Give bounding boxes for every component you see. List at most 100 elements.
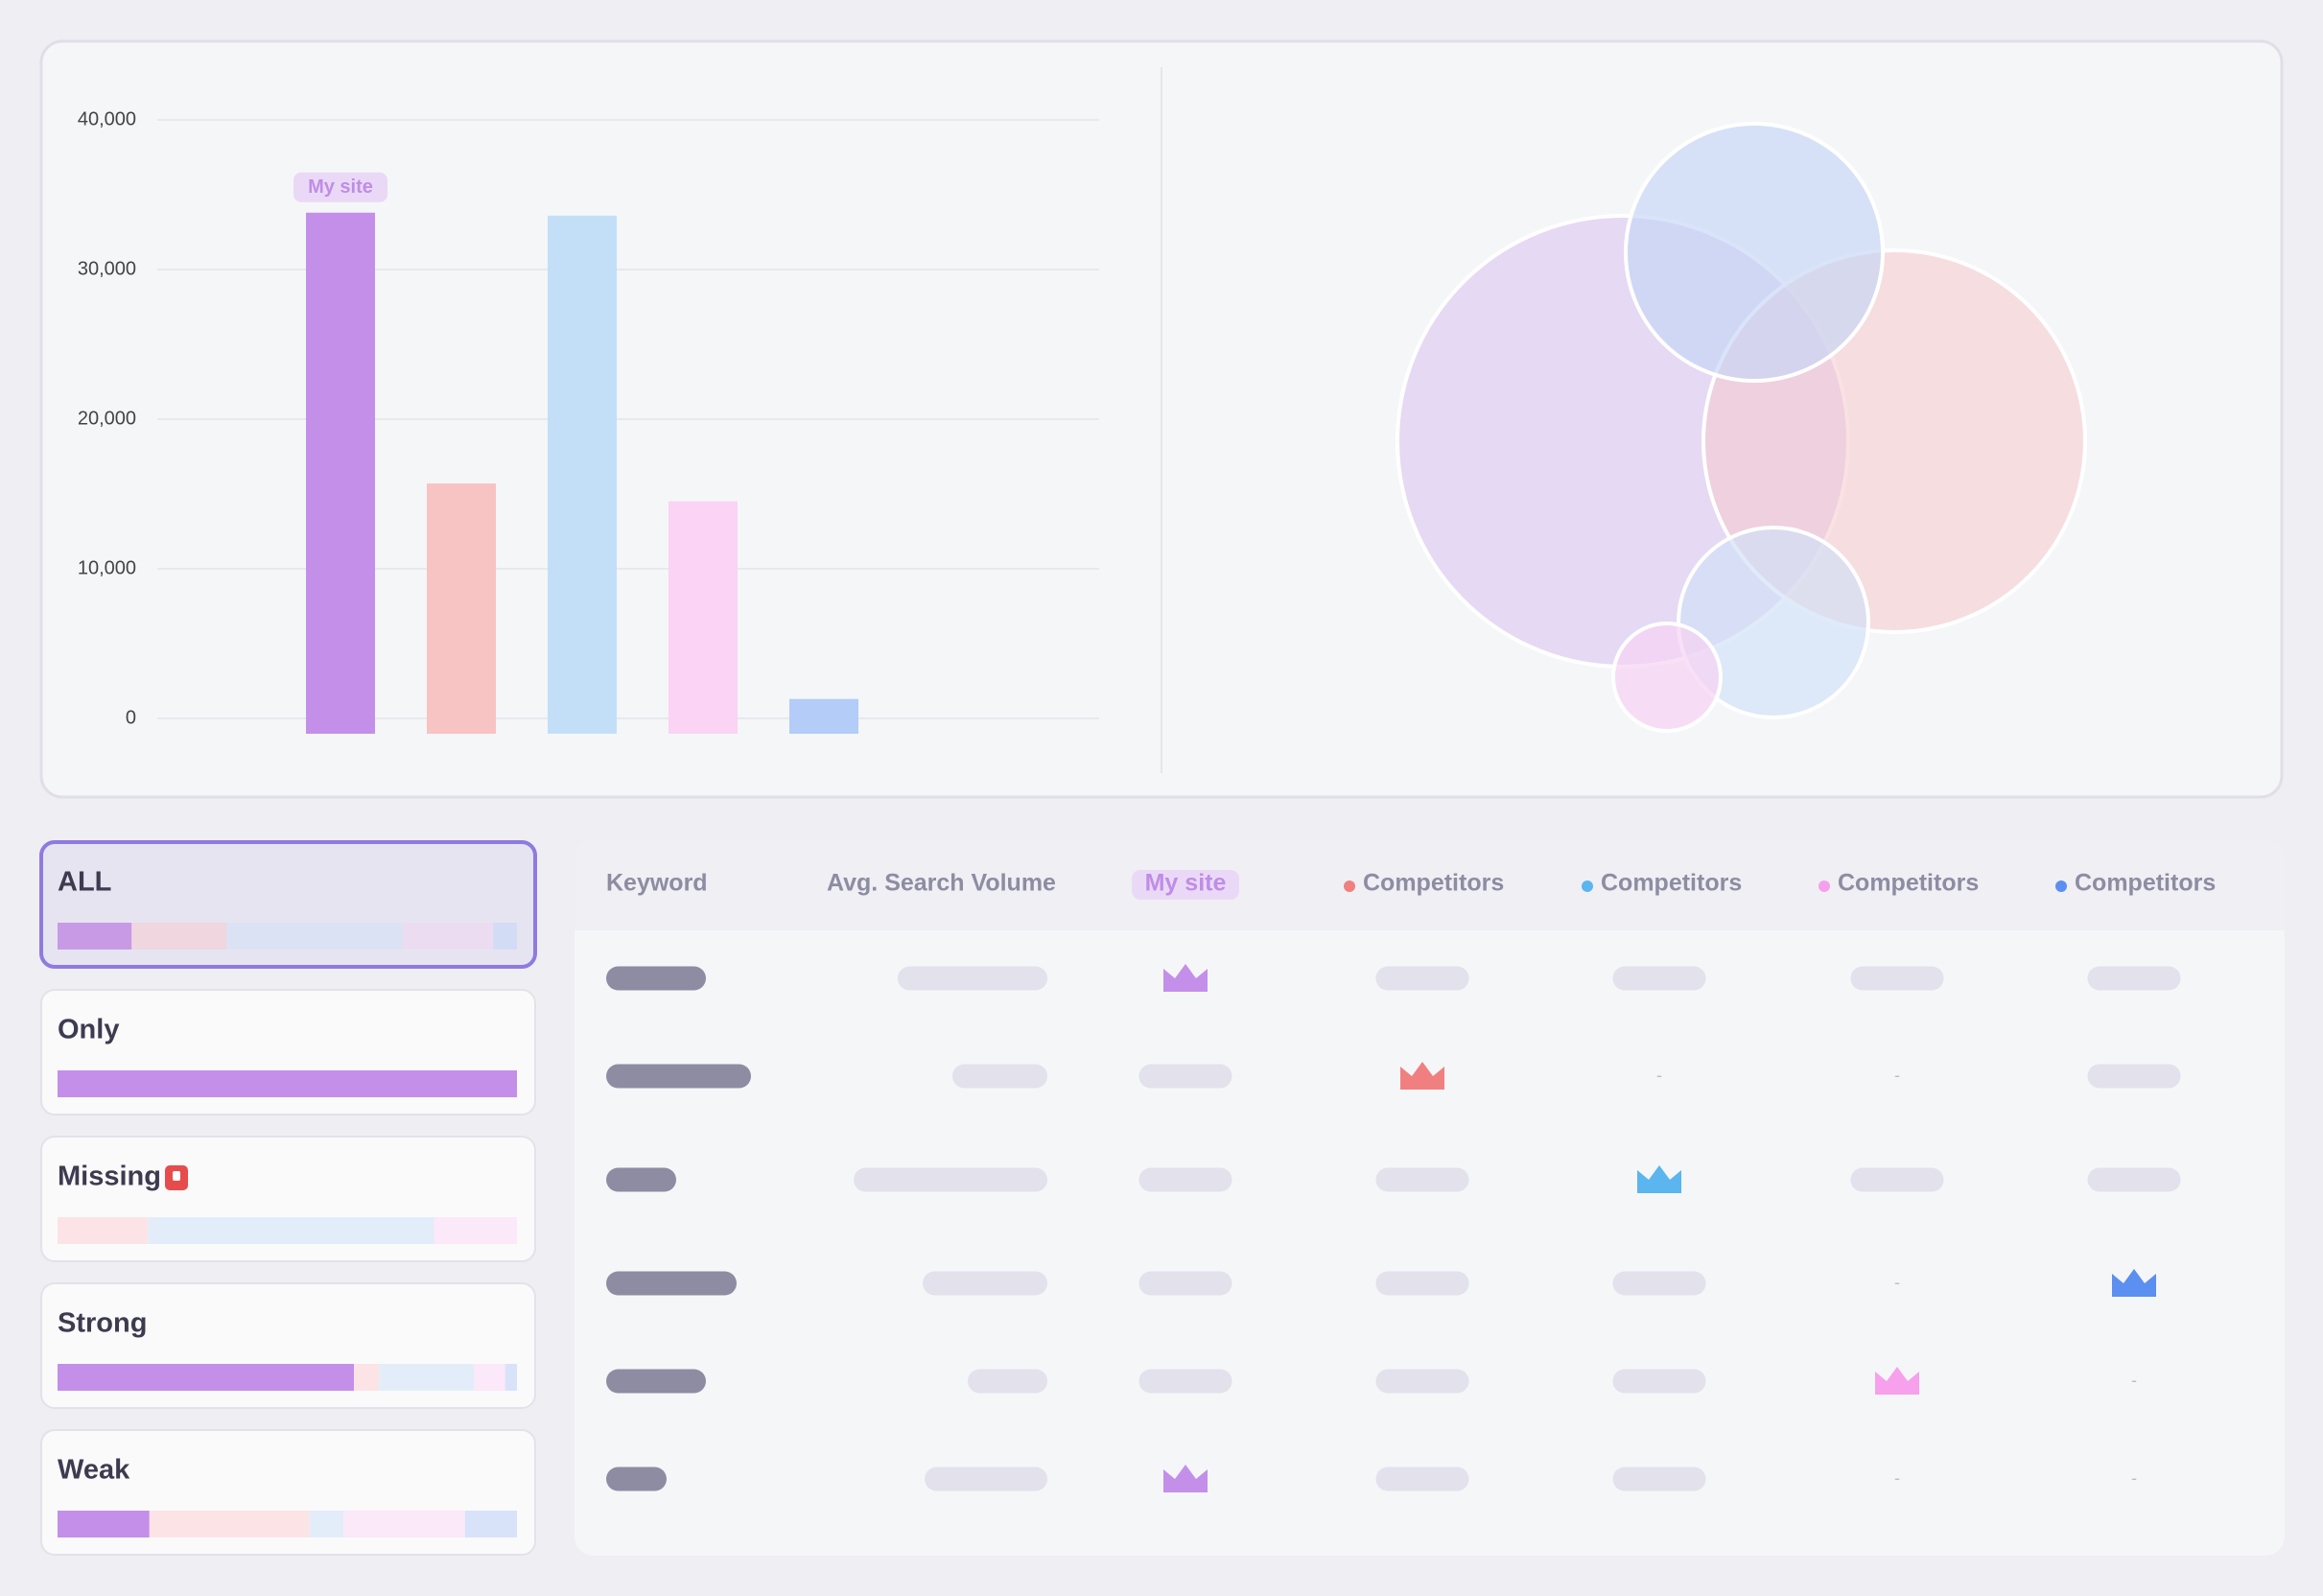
column-header[interactable]: Competitors bbox=[1601, 870, 1742, 897]
distribution-segment bbox=[464, 1511, 517, 1537]
volume-skeleton bbox=[952, 1064, 1047, 1089]
cell-skeleton bbox=[1850, 966, 1944, 991]
crown-icon bbox=[1163, 964, 1208, 992]
header-pill bbox=[1132, 870, 1239, 900]
column-header[interactable]: Competitors bbox=[2075, 870, 2216, 897]
bar bbox=[669, 501, 738, 734]
distribution-segment bbox=[493, 923, 517, 950]
cell-skeleton bbox=[1612, 1271, 1706, 1296]
venn bbox=[1396, 122, 2087, 733]
cell-skeleton bbox=[1612, 966, 1706, 991]
venn-circle bbox=[1677, 526, 1870, 719]
empty-cell: - bbox=[1894, 1273, 1900, 1292]
keyword-skeleton bbox=[606, 1467, 667, 1491]
empty-cell: - bbox=[1894, 1066, 1900, 1085]
crown-icon bbox=[1875, 1367, 1919, 1395]
volume-skeleton bbox=[925, 1467, 1047, 1491]
volume-skeleton bbox=[923, 1271, 1047, 1296]
distribution-segment bbox=[149, 1511, 310, 1537]
volume-skeleton bbox=[968, 1369, 1047, 1394]
annotation: My site bbox=[308, 176, 373, 198]
cell-skeleton bbox=[1375, 1369, 1469, 1394]
legend-dot bbox=[2055, 880, 2067, 892]
cell-skeleton bbox=[1138, 1064, 1232, 1089]
distribution-segment bbox=[504, 1364, 517, 1391]
venn-circle bbox=[1611, 622, 1723, 733]
legend-dot bbox=[1582, 880, 1593, 892]
distribution-segment bbox=[226, 923, 404, 950]
keyword-skeleton bbox=[606, 1271, 737, 1296]
cell-skeleton bbox=[2087, 966, 2181, 991]
filter-title: Only bbox=[58, 1015, 119, 1045]
cell-skeleton bbox=[2087, 1064, 2181, 1089]
empty-cell: - bbox=[2131, 1468, 2137, 1488]
cell-skeleton bbox=[1375, 966, 1469, 991]
cell-skeleton bbox=[1138, 1167, 1232, 1192]
distribution-segment bbox=[58, 1511, 150, 1537]
distribution-segment bbox=[58, 1217, 149, 1244]
distribution-segment bbox=[343, 1511, 465, 1537]
crown-icon bbox=[1163, 1465, 1208, 1492]
distribution-segment bbox=[58, 923, 132, 950]
crown-icon bbox=[1637, 1165, 1681, 1193]
bar bbox=[306, 212, 375, 735]
venn-circle bbox=[1624, 122, 1885, 383]
table-panel bbox=[575, 840, 2285, 1556]
cell-skeleton bbox=[1612, 1369, 1706, 1394]
cell-skeleton bbox=[1375, 1467, 1469, 1491]
column-header: Keyword bbox=[606, 870, 708, 897]
empty-cell: - bbox=[2131, 1371, 2137, 1390]
legend-dot bbox=[1344, 880, 1355, 892]
y-tick-label: 20,000 bbox=[78, 408, 136, 429]
filter-title: Weak bbox=[58, 1455, 130, 1486]
empty-cell: - bbox=[1656, 1066, 1662, 1085]
keyword-skeleton bbox=[606, 1064, 751, 1089]
distribution-segment bbox=[354, 1364, 380, 1391]
distribution-segment bbox=[131, 923, 227, 950]
keyword-skeleton bbox=[606, 1369, 706, 1394]
empty-cell: - bbox=[1894, 1468, 1900, 1488]
distribution-segment bbox=[434, 1217, 517, 1244]
distribution-segment bbox=[58, 1364, 355, 1391]
distribution-segment bbox=[58, 1070, 517, 1097]
cell-skeleton bbox=[1375, 1271, 1469, 1296]
filter-title: ALL bbox=[58, 867, 111, 898]
distribution-segment bbox=[403, 923, 494, 950]
bar bbox=[548, 215, 617, 735]
bar bbox=[789, 698, 858, 734]
cell-skeleton bbox=[1138, 1369, 1232, 1394]
alert-icon bbox=[173, 1171, 180, 1181]
distribution-segment bbox=[474, 1364, 505, 1391]
keyword-skeleton bbox=[606, 966, 706, 991]
column-header: Avg. Search Volume bbox=[827, 870, 1056, 897]
cell-skeleton bbox=[1850, 1167, 1944, 1192]
column-header: My site bbox=[1145, 870, 1227, 897]
distribution-segment bbox=[148, 1217, 434, 1244]
distribution-segment bbox=[379, 1364, 475, 1391]
y-tick-label: 30,000 bbox=[78, 258, 136, 279]
cell-skeleton bbox=[1612, 1467, 1706, 1491]
filter-list: ALL Only Missing Strong Weak bbox=[39, 840, 537, 1556]
legend-dot bbox=[1819, 880, 1830, 892]
cell-skeleton bbox=[1375, 1167, 1469, 1192]
cell-skeleton bbox=[1138, 1271, 1232, 1296]
cell-skeleton bbox=[2087, 1167, 2181, 1192]
filter-title: Strong bbox=[58, 1308, 147, 1339]
column-header[interactable]: Competitors bbox=[1363, 870, 1504, 897]
crown-icon bbox=[2112, 1269, 2156, 1297]
distribution-segment bbox=[309, 1511, 344, 1537]
keyword-skeleton bbox=[606, 1167, 676, 1192]
y-tick-label: 10,000 bbox=[78, 557, 136, 578]
crown-icon bbox=[1400, 1062, 1444, 1090]
volume-skeleton bbox=[898, 966, 1047, 991]
y-tick-label: 0 bbox=[126, 707, 136, 728]
column-header[interactable]: Competitors bbox=[1838, 870, 1979, 897]
table-header-bg bbox=[575, 892, 2285, 930]
bar-chart: 0 10,000 20,000 30,000 40,000 My site bbox=[78, 108, 1099, 735]
filter-title: Missing bbox=[58, 1162, 161, 1192]
volume-skeleton bbox=[854, 1167, 1047, 1192]
y-tick-label: 40,000 bbox=[78, 108, 136, 129]
bar bbox=[427, 483, 496, 734]
